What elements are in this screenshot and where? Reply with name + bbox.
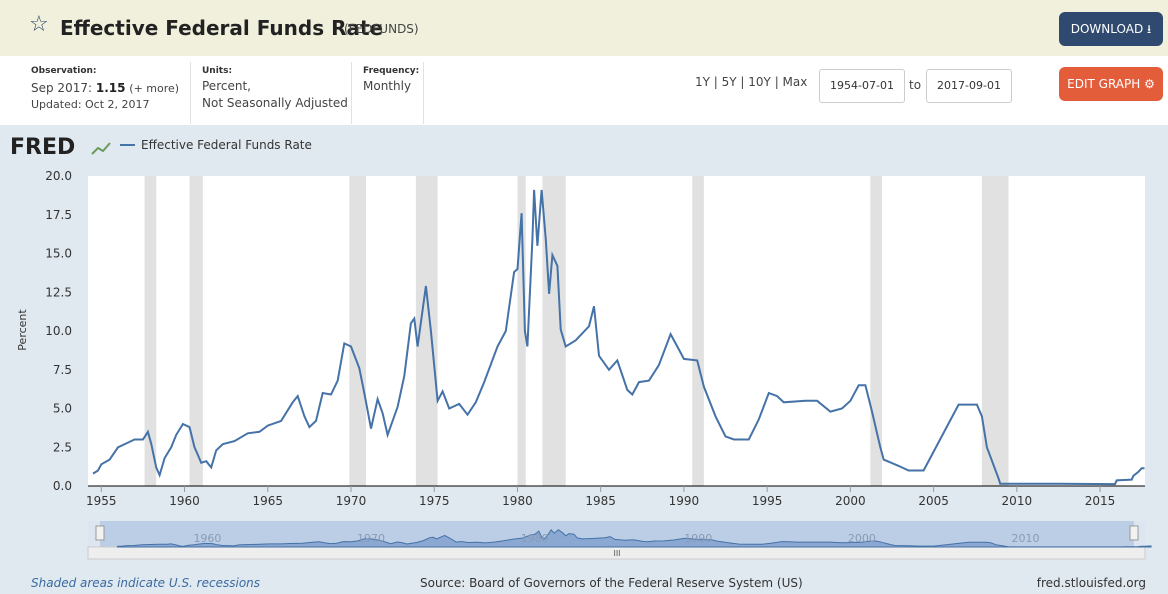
- units: Not Seasonally Adjusted: [202, 96, 348, 110]
- plot-area: [88, 176, 1145, 486]
- recession: [189, 176, 203, 486]
- divider: [190, 62, 191, 124]
- navigator-handle[interactable]: [95, 525, 105, 541]
- x-tick-label: 2010: [1002, 494, 1033, 508]
- series-id: (FEDFUNDS): [344, 22, 419, 36]
- x-tick-label: 1980: [502, 494, 533, 508]
- title: Effective Federal Funds Rate: [60, 16, 384, 40]
- y-axis-label: Percent: [16, 309, 29, 351]
- legend-label: Effective Federal Funds Rate: [141, 138, 312, 152]
- range-links[interactable]: 1Y | 5Y | 10Y | Max: [695, 75, 808, 89]
- site: fred.stlouisfed.org: [1037, 576, 1146, 590]
- y-tick-label: 5.0: [53, 402, 72, 416]
- navigator-tick-label: 2000: [848, 532, 876, 545]
- navigator-tick-label: 2010: [1012, 532, 1040, 545]
- divider: [351, 62, 352, 124]
- navigator-tick-label: 1980: [521, 532, 549, 545]
- navigator-tick-label: 1990: [684, 532, 712, 545]
- more-link[interactable]: (+ more): [129, 82, 180, 95]
- download-text: DOWNLOAD: [1070, 22, 1144, 36]
- recession: [415, 176, 438, 486]
- navigator-handle[interactable]: [1129, 525, 1139, 541]
- end-date-input[interactable]: 2017-09-01: [926, 69, 1012, 103]
- to-label: to: [909, 78, 922, 92]
- navigator-tick-label: 1960: [193, 532, 221, 545]
- y-tick-label: 2.5: [53, 440, 72, 454]
- logo-icon: [91, 142, 111, 155]
- recession: [981, 176, 1009, 486]
- recession-note: Shaded areas indicate U.S. recessions: [31, 576, 260, 590]
- x-tick-label: 1970: [336, 494, 367, 508]
- x-tick-label: 1960: [169, 494, 200, 508]
- scrollbar-grip[interactable]: III: [613, 549, 620, 558]
- y-tick-label: 17.5: [45, 208, 72, 222]
- x-tick-label: 2005: [918, 494, 949, 508]
- navigator-tick-label: 1970: [357, 532, 385, 545]
- star-icon[interactable]: ☆: [29, 12, 49, 37]
- observation-label: Observation:: [31, 66, 97, 76]
- y-tick-label: 10.0: [45, 324, 72, 338]
- x-tick-label: 1965: [252, 494, 283, 508]
- y-tick-label: 15.0: [45, 247, 72, 261]
- edit-graph-button[interactable]: EDIT GRAPH ⚙: [1059, 67, 1163, 101]
- x-tick-label: 2000: [835, 494, 866, 508]
- y-tick-label: 0.0: [53, 479, 72, 493]
- frequency: Monthly: [363, 79, 412, 93]
- recession: [542, 176, 566, 486]
- observation-value: 1.15: [95, 81, 126, 95]
- divider: [423, 62, 424, 124]
- y-tick-label: 7.5: [53, 363, 72, 377]
- x-tick-label: 1985: [585, 494, 616, 508]
- edit-graph-text: EDIT GRAPH: [1067, 77, 1141, 91]
- header: ☆ Effective Federal Funds Rate (FEDFUNDS…: [0, 0, 1168, 56]
- x-tick-label: 1990: [669, 494, 700, 508]
- updated: Updated: Oct 2, 2017: [31, 98, 150, 111]
- x-tick-label: 2015: [1085, 494, 1116, 508]
- units: Percent,: [202, 79, 251, 93]
- recession: [870, 176, 882, 486]
- source: Source: Board of Governors of the Federa…: [420, 576, 803, 590]
- x-tick-label: 1975: [419, 494, 450, 508]
- chart: FRED Percent III Shaded areas indicate U…: [0, 125, 1168, 594]
- series-line: [92, 189, 1145, 486]
- recession: [144, 176, 157, 486]
- recession: [349, 176, 366, 486]
- navigator-area: [116, 528, 1152, 548]
- start-date-input[interactable]: 1954-07-01: [819, 69, 905, 103]
- x-tick-label: 1955: [86, 494, 117, 508]
- download-button[interactable]: DOWNLOAD ⭳: [1059, 12, 1163, 46]
- frequency-label: Frequency:: [363, 66, 420, 76]
- y-tick-label: 12.5: [45, 285, 72, 299]
- x-tick-label: 1995: [752, 494, 783, 508]
- units-label: Units:: [202, 66, 233, 76]
- recession: [517, 176, 526, 486]
- fred-logo: FRED: [10, 135, 75, 160]
- y-tick-label: 20.0: [45, 169, 72, 183]
- recession: [692, 176, 704, 486]
- observation-date: Sep 2017:: [31, 81, 93, 95]
